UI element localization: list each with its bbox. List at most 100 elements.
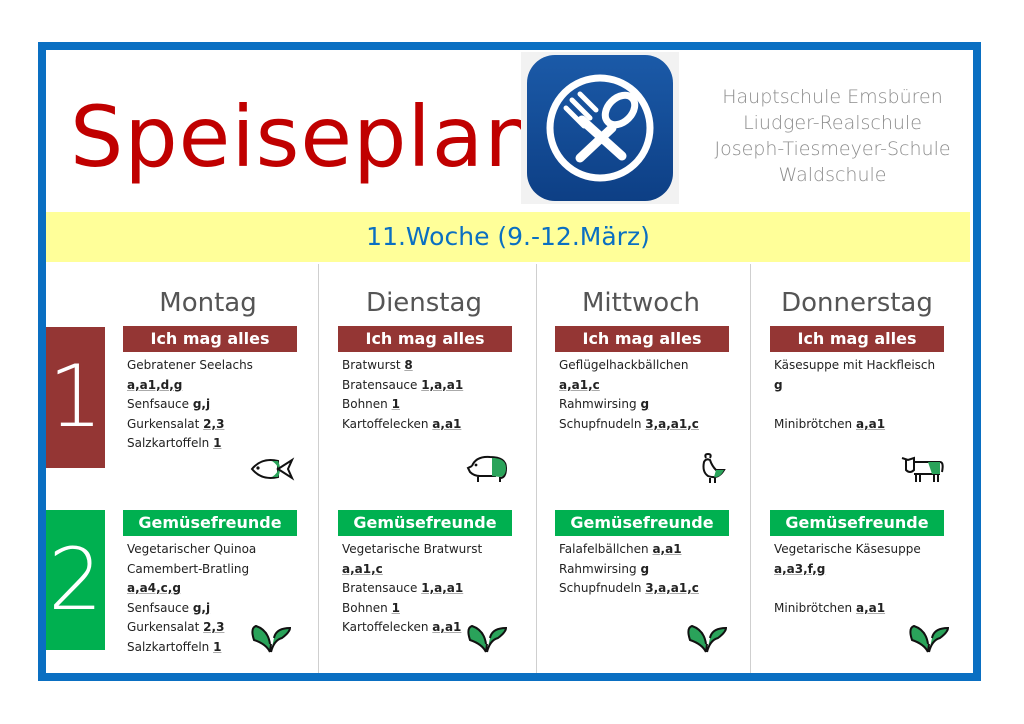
menu-items: Vegetarische Käsesuppe a,a3,f,g Minibrötc… <box>774 540 974 618</box>
leaves-icon <box>250 624 292 659</box>
allergen-codes: a,a1,d,g <box>127 377 183 392</box>
menu-line: Senfsauce g,j <box>127 395 327 415</box>
logo <box>521 52 679 204</box>
allergen-codes: g <box>640 561 650 576</box>
menu-label: Ich mag alles <box>555 326 729 352</box>
dish-name: Senfsauce <box>127 397 193 411</box>
menu-items: Bratwurst 8 Bratensauce 1,a,a1 Bohnen 1 Kar… <box>342 356 542 434</box>
allergen-codes: 8 <box>404 358 413 372</box>
dish-name: Senfsauce <box>127 600 193 615</box>
menu-number-1: 1 <box>46 327 105 468</box>
menu-line: Bratwurst 8 <box>342 356 542 376</box>
menu-line: Kartoffelecken a,a1 <box>342 415 542 435</box>
dish-name: Kartoffelecken <box>342 620 433 634</box>
school-list: Hauptschule Emsbüren Liudger-Realschule … <box>700 84 965 188</box>
day-heading: Montag <box>159 288 257 318</box>
menu-line: Bohnen 1 <box>342 395 542 415</box>
allergen-codes: 1 <box>391 397 400 411</box>
menu-label: Gemüsefreunde <box>770 510 944 536</box>
dish-name: Gurkensalat <box>127 620 204 634</box>
menu-line: Minibrötchen a,a1 <box>774 599 974 619</box>
menu-line: Camembert-Bratling <box>127 560 327 580</box>
divider <box>318 264 319 673</box>
menu-line: Senfsauce g,j <box>127 599 327 619</box>
menu-line: Geflügelhackbällchen <box>559 356 759 376</box>
dish-name: Rahmwirsing <box>559 397 641 411</box>
menu-line: a,a1,c <box>342 560 542 580</box>
menu-items: Käsesuppe mit Hackfleisch g Minibrötchen … <box>774 356 974 434</box>
allergen-codes: a,a1,c <box>342 561 383 576</box>
menu-line: Schupfnudeln 3,a,a1,c <box>559 415 759 435</box>
menu-line: Gebratener Seelachs <box>127 356 327 376</box>
divider <box>536 264 537 673</box>
allergen-codes: a,a1 <box>432 416 462 431</box>
allergen-codes: 1,a,a1 <box>421 581 464 595</box>
menu-line: Vegetarische Bratwurst <box>342 540 542 560</box>
menu-line: a,a3,f,g <box>774 560 974 580</box>
menu-label: Gemüsefreunde <box>338 510 512 536</box>
pig-icon <box>466 452 512 489</box>
chicken-icon <box>698 452 728 489</box>
menu-line: Rahmwirsing g <box>559 560 759 580</box>
menu-items: Vegetarische Bratwurst a,a1,c Bratensauce … <box>342 540 542 638</box>
menu-line: Bohnen 1 <box>342 599 542 619</box>
allergen-codes: 2,3 <box>203 416 225 431</box>
dish-name: Salzkartoffeln <box>127 639 214 654</box>
allergen-codes: a,a4,c,g <box>127 581 181 595</box>
leaves-icon <box>908 624 950 659</box>
school-name: Joseph-Tiesmeyer-Schule <box>714 138 951 160</box>
dish-name: Rahmwirsing <box>559 561 641 576</box>
school-name: Liudger-Realschule <box>743 112 922 134</box>
allergen-codes: 1 <box>213 639 222 654</box>
menu-line <box>774 579 974 599</box>
menu-line: a,a1,c <box>559 376 759 396</box>
dish-name: Kartoffelecken <box>342 416 433 431</box>
dish-name: Käsesuppe mit Hackfleisch <box>774 358 936 372</box>
allergen-codes: 3,a,a1,c <box>645 581 699 595</box>
menu-line: Salzkartoffeln 1 <box>127 434 327 454</box>
dish-name: Minibrötchen <box>774 416 856 431</box>
dish-name: Geflügelhackbällchen <box>559 358 689 372</box>
allergen-codes: 1 <box>213 436 222 450</box>
menu-line: Bratensauce 1,a,a1 <box>342 579 542 599</box>
day-heading: Donnerstag <box>781 288 933 318</box>
leaves-icon <box>686 624 728 659</box>
menu-label: Gemüsefreunde <box>123 510 297 536</box>
dish-name: Bratensauce <box>342 581 422 595</box>
dish-name: Vegetarischer Quinoa <box>127 542 257 556</box>
allergen-codes: a,a1 <box>855 416 886 431</box>
allergen-codes: g <box>640 397 650 411</box>
dish-name: Bratensauce <box>342 377 422 392</box>
menu-line: Vegetarische Käsesuppe <box>774 540 974 560</box>
week-banner: 11.Woche (9.-12.März) <box>46 212 970 262</box>
dish-name: Vegetarische Käsesuppe <box>774 542 921 556</box>
allergen-codes: g <box>774 377 783 392</box>
allergen-codes: a,a3,f,g <box>774 561 826 576</box>
page-frame <box>38 42 981 681</box>
dish-name: Bohnen <box>342 600 392 615</box>
fork-spoon-icon <box>546 74 654 182</box>
dish-name: Vegetarische Bratwurst <box>342 542 483 556</box>
allergen-codes: g,j <box>192 600 211 615</box>
menu-label: Ich mag alles <box>338 326 512 352</box>
menu-line: Vegetarischer Quinoa <box>127 540 327 560</box>
dish-name: Bohnen <box>342 397 392 411</box>
menu-line: a,a1,d,g <box>127 376 327 396</box>
divider <box>750 264 751 673</box>
school-name: Hauptschule Emsbüren <box>722 86 943 108</box>
day-heading: Dienstag <box>366 288 482 318</box>
menu-number-2: 2 <box>46 510 105 650</box>
cow-icon <box>900 452 946 489</box>
menu-line <box>774 395 974 415</box>
menu-line: Rahmwirsing g <box>559 395 759 415</box>
menu-line: Salzkartoffeln 1 <box>127 638 327 658</box>
allergen-codes: a,a1 <box>432 620 462 634</box>
menu-items: Falafelbällchen a,a1 Rahmwirsing g Schupfn… <box>559 540 759 599</box>
allergen-codes: a,a1,c <box>559 377 600 392</box>
menu-line: Kartoffelecken a,a1 <box>342 618 542 638</box>
dish-name: Gurkensalat <box>127 416 204 431</box>
page-title: Speiseplan <box>70 88 539 186</box>
allergen-codes: a,a1 <box>652 542 682 556</box>
allergen-codes: a,a1 <box>855 600 886 615</box>
